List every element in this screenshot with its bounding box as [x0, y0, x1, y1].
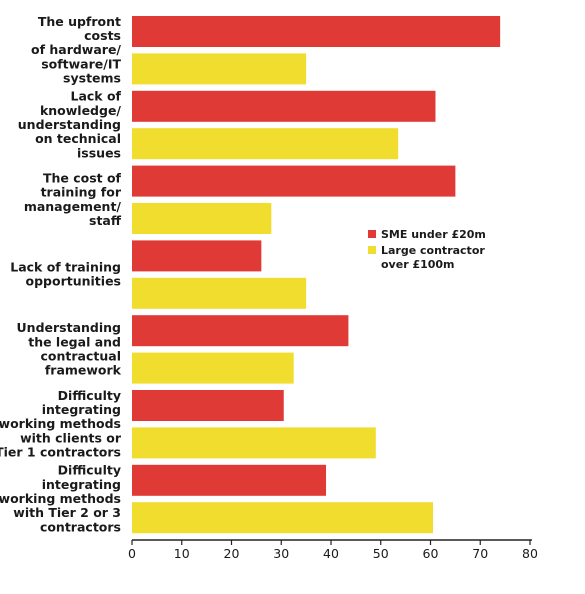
- legend-label-large-line-0: Large contractor: [381, 244, 485, 257]
- x-axis-ticks: 0 10 20 30 40 50 60 70 80: [128, 540, 538, 561]
- category-label-2-line-3: staff: [89, 213, 122, 228]
- bar-large-2: [132, 203, 272, 234]
- category-label-5-line-0: Difficulty: [58, 388, 121, 403]
- category-label-3-line-0: Lack of training: [10, 260, 121, 275]
- x-tick-label-20: 20: [224, 546, 240, 561]
- category-label-2-line-0: The cost of: [43, 171, 122, 186]
- x-tick-label-80: 80: [522, 546, 538, 561]
- category-label-0-line-3: software/IT: [41, 56, 121, 71]
- bar-large-1: [132, 128, 399, 160]
- x-tick-label-50: 50: [373, 546, 389, 561]
- bar-large-3: [132, 277, 307, 309]
- category-label-5-line-2: working methods: [0, 416, 121, 431]
- bar-sme-6: [132, 464, 327, 496]
- category-label-5-line-4: Tier 1 contractors: [0, 445, 121, 460]
- category-label-1-line-3: on technical: [35, 131, 121, 146]
- bar-sme-3: [132, 240, 262, 272]
- category-label-6-line-4: contractors: [40, 519, 121, 534]
- bar-sme-1: [132, 90, 436, 122]
- bar-large-0: [132, 53, 307, 85]
- category-label-2-line-1: training for: [41, 185, 122, 200]
- category-label-0-line-2: of hardware/: [31, 42, 121, 57]
- x-tick-label-40: 40: [323, 546, 339, 561]
- category-label-6-line-1: integrating: [42, 477, 121, 492]
- category-label-0-line-4: systems: [63, 71, 121, 86]
- legend-swatch-sme: [368, 230, 376, 238]
- category-label-0-line-0: The upfront: [38, 14, 121, 29]
- x-tick-label-70: 70: [472, 546, 488, 561]
- category-label-5-line-3: with clients or: [20, 430, 122, 445]
- category-label-1-line-0: Lack of: [70, 89, 121, 104]
- category-label-6-line-3: with Tier 2 or 3: [13, 505, 121, 520]
- category-label-5-line-1: integrating: [42, 402, 121, 417]
- category-label-3-line-1: opportunities: [26, 274, 121, 289]
- bar-sme-2: [132, 165, 456, 197]
- category-label-4-line-2: contractual: [41, 349, 121, 364]
- category-label-1-line-4: issues: [77, 145, 121, 160]
- bar-large-6: [132, 502, 433, 534]
- bars-group: [132, 16, 501, 534]
- bar-large-4: [132, 352, 294, 384]
- x-tick-label-30: 30: [273, 546, 289, 561]
- x-tick-label-60: 60: [423, 546, 439, 561]
- legend-swatch-large: [368, 246, 376, 254]
- x-tick-label-0: 0: [128, 546, 136, 561]
- category-label-4-line-3: framework: [45, 363, 122, 378]
- category-label-1-line-1: knowledge/: [40, 103, 121, 118]
- category-label-6-line-0: Difficulty: [58, 463, 121, 478]
- bar-large-5: [132, 427, 376, 459]
- category-label-0-line-1: costs: [84, 28, 121, 43]
- category-label-4-line-1: the legal and: [28, 334, 121, 349]
- bar-sme-0: [132, 16, 501, 47]
- category-label-6-line-2: working methods: [0, 491, 121, 506]
- category-label-4-line-0: Understanding: [17, 320, 121, 335]
- category-label-2-line-2: management/: [24, 199, 122, 214]
- legend-label-sme: SME under £20m: [381, 228, 486, 241]
- bar-sme-4: [132, 315, 349, 347]
- x-tick-label-10: 10: [174, 546, 190, 561]
- bar-sme-5: [132, 390, 284, 421]
- legend-label-large-line-1: over £100m: [381, 258, 455, 271]
- category-label-1-line-2: understanding: [18, 117, 121, 132]
